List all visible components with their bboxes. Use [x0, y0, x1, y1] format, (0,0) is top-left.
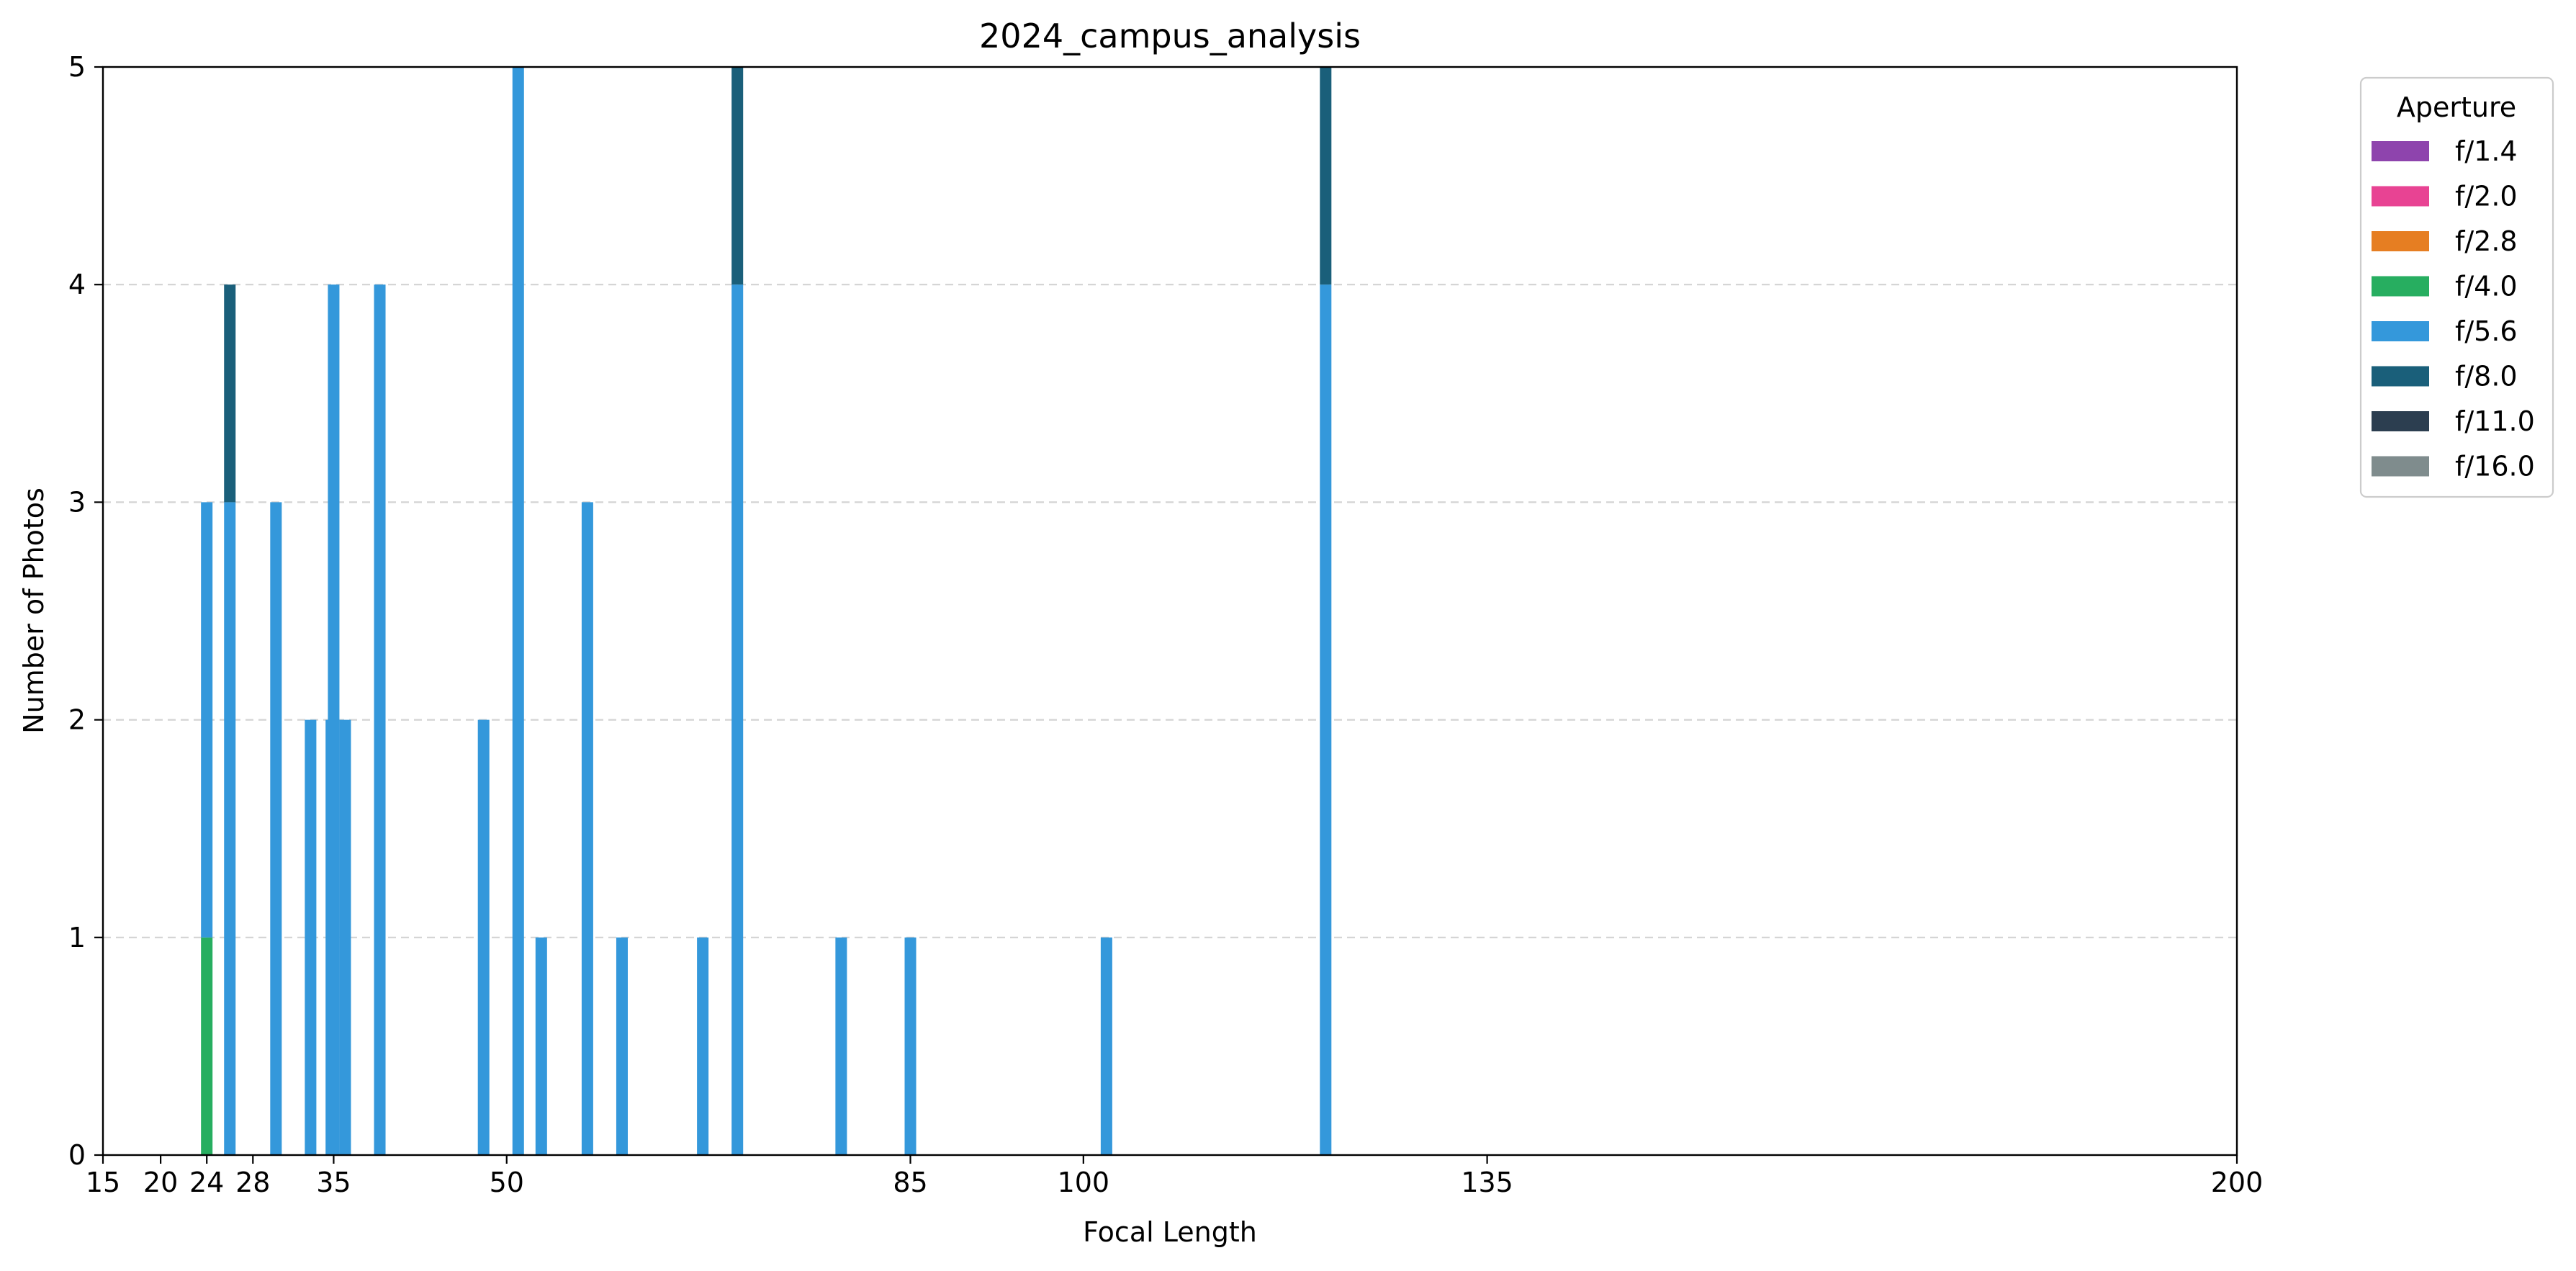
y-axis-label: Number of Photos [18, 488, 50, 734]
bar-f5.6-30 [270, 502, 282, 1155]
x-tick-label-35: 35 [316, 1167, 351, 1198]
y-tick-label-2: 2 [68, 704, 86, 736]
chart-title: 2024_campus_analysis [979, 17, 1361, 55]
legend-entries: f/1.4 f/2.0 f/2.8 f/4.0 f/5.6 f/8.0 f/11.0 f/16… [2372, 135, 2535, 482]
y-tick-label-0: 0 [68, 1139, 86, 1171]
legend-label-f1.4: f/1.4 [2455, 135, 2518, 167]
grid-lines [103, 284, 2237, 938]
x-tick-label-135: 135 [1461, 1167, 1513, 1198]
bar-f5.6-121 [1320, 284, 1332, 1156]
bars [201, 67, 1332, 1156]
bar-f5.6-57 [581, 502, 593, 1155]
legend-swatch-f2.0 [2372, 186, 2429, 207]
bar-f4.0-24 [201, 937, 213, 1155]
legend-swatch-f5.6 [2372, 321, 2429, 341]
legend-swatch-f2.8 [2372, 231, 2429, 251]
legend-label-f16.0: f/16.0 [2455, 451, 2535, 482]
legend-swatch-f8.0 [2372, 366, 2429, 387]
legend-label-f8.0: f/8.0 [2455, 361, 2518, 392]
x-tick-label-28: 28 [235, 1167, 270, 1198]
plot-area-frame [102, 66, 2238, 1157]
legend-swatch-f1.4 [2372, 141, 2429, 161]
bar-f5.6-48 [477, 719, 490, 1155]
legend: Aperture f/1.4f/2.0f/2.8f/4.0f/5.6f/8.0f… [2359, 76, 2554, 498]
legend-swatch-f4.0 [2372, 276, 2429, 297]
bar-f5.6-60 [616, 937, 628, 1155]
legend-label-f2.0: f/2.0 [2455, 181, 2518, 212]
x-tick-label-200: 200 [2211, 1167, 2264, 1198]
x-tick-label-100: 100 [1058, 1167, 1110, 1198]
bar-f8.0-121 [1320, 67, 1332, 285]
y-tick-label-3: 3 [68, 486, 86, 518]
y-tick-label-5: 5 [68, 51, 86, 83]
bar-f5.6-33 [305, 719, 317, 1155]
bar-f5.6-67 [697, 937, 709, 1155]
bar-f5.6-24 [201, 502, 213, 938]
legend-label-f2.8: f/2.8 [2455, 225, 2518, 257]
bar-extra-0 [325, 719, 338, 1155]
bar-f5.6-53 [535, 937, 547, 1155]
bar-f8.0-70 [731, 67, 744, 285]
bar-f5.6-70 [731, 284, 744, 1156]
bar-f5.6-26 [224, 502, 236, 1155]
bar-f8.0-26 [224, 284, 236, 503]
y-tick-label-4: 4 [68, 269, 86, 300]
legend-label-f4.0: f/4.0 [2455, 271, 2518, 302]
x-axis-label: Focal Length [1083, 1216, 1257, 1248]
bar-f5.6-85 [904, 937, 917, 1155]
bar-f5.6-39 [374, 284, 386, 1156]
x-tick-label-50: 50 [490, 1167, 524, 1198]
x-tick-label-20: 20 [143, 1167, 178, 1198]
bar-f5.6-102 [1100, 937, 1112, 1155]
legend-swatch-f11.0 [2372, 411, 2429, 431]
x-tick-label-85: 85 [893, 1167, 927, 1198]
x-tick-label-24: 24 [189, 1167, 224, 1198]
y-tick-label-1: 1 [68, 922, 86, 953]
bar-f5.6-79 [835, 937, 847, 1155]
bar-f5.6-51 [512, 67, 524, 1155]
legend-label-f5.6: f/5.6 [2455, 315, 2518, 347]
legend-frame [2359, 76, 2554, 498]
x-tick-label-15: 15 [86, 1167, 120, 1198]
x-ticks: 15 20 24 28 35 50 85 100 135 200 [86, 1155, 2263, 1198]
legend-label-f11.0: f/11.0 [2455, 405, 2535, 437]
bar-f5.6-36 [339, 719, 351, 1155]
legend-title: Aperture [2397, 91, 2516, 123]
y-ticks: 0 1 2 3 4 5 [68, 51, 103, 1171]
legend-swatch-f16.0 [2372, 456, 2429, 477]
